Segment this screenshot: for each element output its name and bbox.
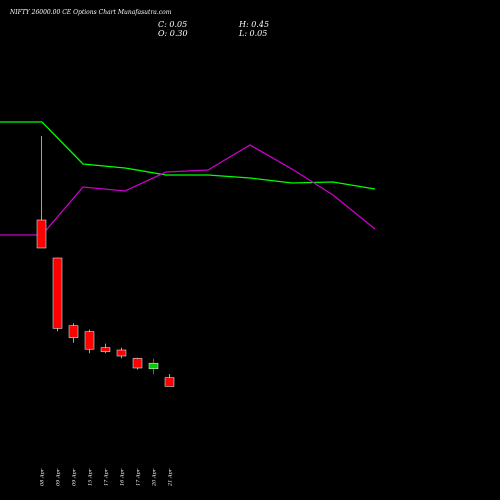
- x-tick-label: 09 Apr: [56, 468, 62, 486]
- x-tick-label: 17 Apr: [104, 468, 110, 486]
- open-value: O: 0.30: [158, 29, 188, 38]
- close-value: C: 0.05: [158, 20, 188, 29]
- candle-body: [84, 331, 95, 350]
- candle-body: [36, 219, 47, 249]
- candle-body: [148, 362, 159, 370]
- x-tick-label: 20 Apr: [152, 468, 158, 487]
- candle-body: [68, 325, 79, 338]
- x-tick-label: 21 Apr: [168, 468, 174, 487]
- low-value: L: 0.05: [239, 29, 268, 38]
- candle-body: [132, 358, 143, 369]
- candle-body: [52, 257, 63, 329]
- x-tick-label: 16 Apr: [120, 468, 126, 486]
- x-tick-label: 17 Apr: [136, 468, 142, 486]
- chart-title: NIFTY 26000.00 CE Options Chart Munafasu…: [10, 9, 172, 16]
- indicator-line-2: [0, 144, 376, 236]
- x-tick-label: 08 Apr: [40, 468, 46, 486]
- candle-body: [100, 347, 111, 352]
- x-tick-label: 09 Apr: [72, 468, 78, 486]
- high-value: H: 0.45: [239, 20, 270, 29]
- candle-body: [164, 377, 175, 387]
- candle-body: [116, 349, 127, 357]
- indicator-line-1: [0, 121, 376, 190]
- x-tick-label: 15 Apr: [88, 468, 94, 486]
